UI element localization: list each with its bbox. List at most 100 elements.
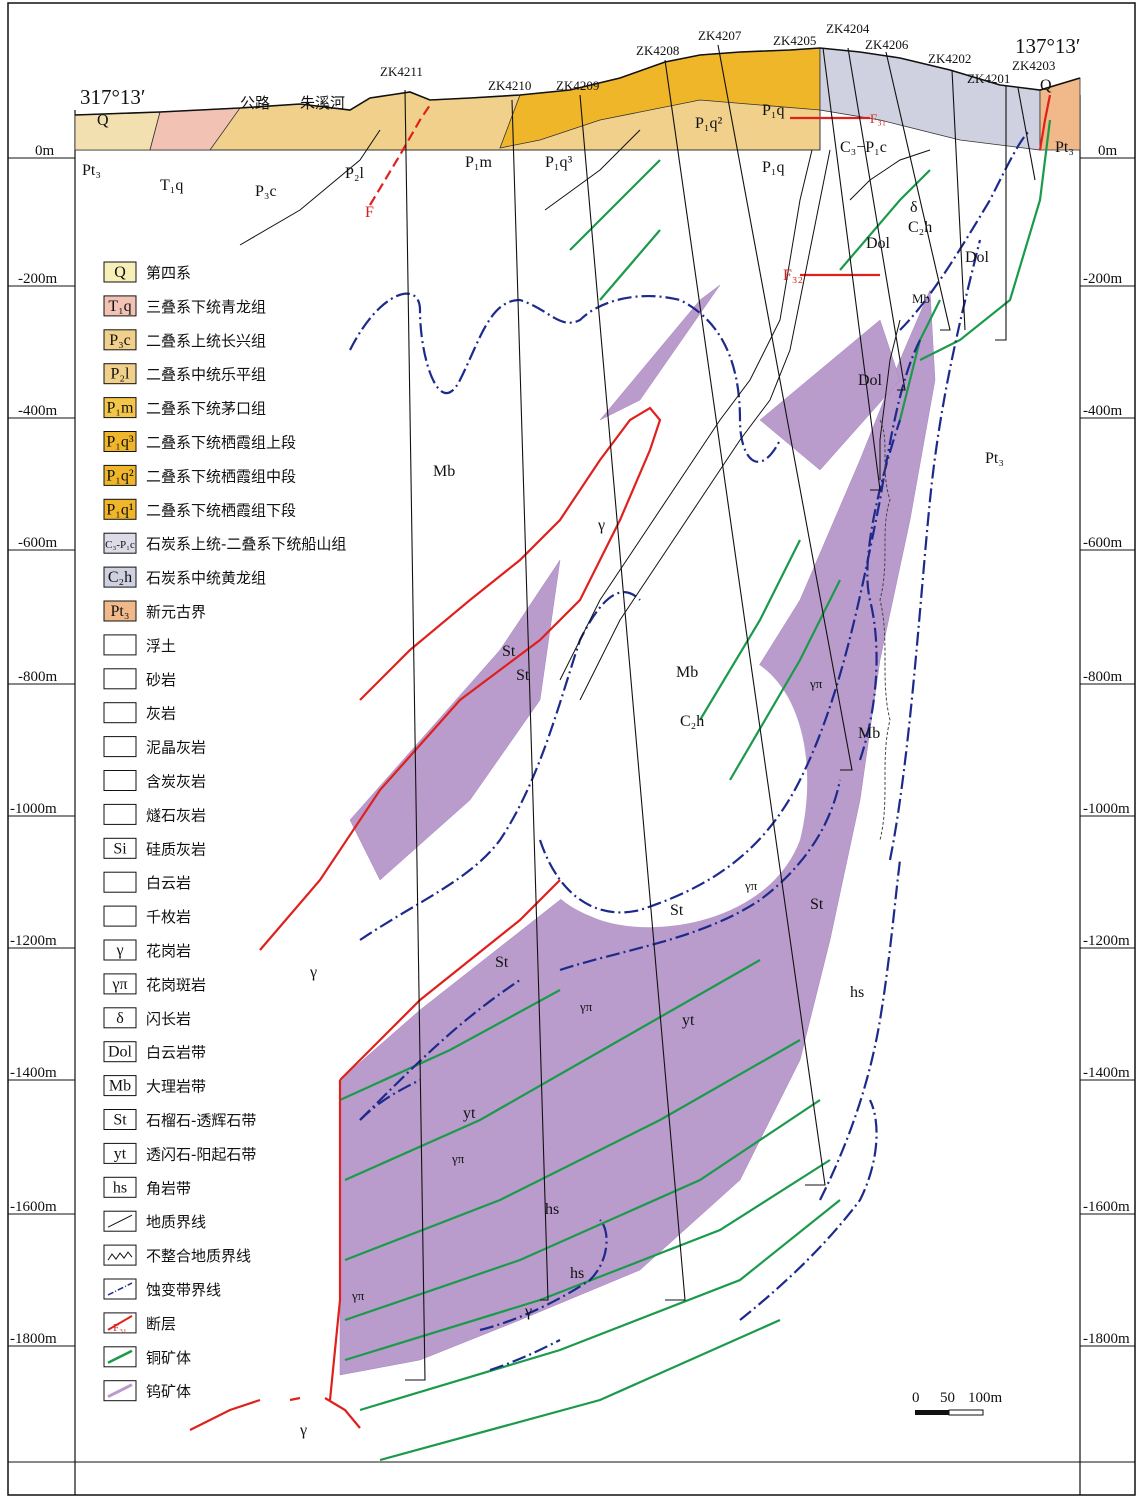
legend-label: 新元古界 bbox=[146, 603, 206, 621]
granite-base-contact bbox=[189, 1396, 361, 1431]
zone-label: Dol bbox=[965, 249, 990, 266]
legend-alteration-mark bbox=[107, 1282, 133, 1296]
scale-label: 50 bbox=[940, 1390, 955, 1406]
drill-hole-label: ZK4203 bbox=[1012, 58, 1055, 73]
legend-swatch bbox=[103, 770, 137, 791]
depth-label-left: 0m bbox=[35, 143, 55, 159]
pt3-left-band bbox=[74, 111, 161, 151]
boundary-line bbox=[239, 129, 381, 246]
granite-upper-contact bbox=[259, 406, 662, 951]
depth-label-right: -200m bbox=[1083, 271, 1122, 287]
drill-hole-zk4202-trace bbox=[951, 69, 966, 331]
strata-label: P₁q bbox=[762, 159, 784, 176]
legend-code: δ bbox=[116, 1010, 124, 1027]
legend-label: 花岗岩 bbox=[146, 942, 191, 960]
scale-label: 0 bbox=[912, 1390, 920, 1406]
legend-code: Mb bbox=[109, 1078, 131, 1095]
legend-fault-mark bbox=[107, 1315, 133, 1331]
strata-label: P₁q bbox=[762, 102, 784, 119]
zone-label: St bbox=[670, 902, 684, 919]
zone-label: Mb bbox=[858, 725, 880, 742]
legend-code: Q bbox=[114, 264, 126, 281]
legend-code: P₁q² bbox=[106, 467, 133, 484]
granite-lower-contact bbox=[339, 879, 561, 1081]
strata-labels: Pt₃ T₁q P₃c P₂l P₁m P₁q³ P₁q² P₁q P₁q C₃… bbox=[82, 102, 1074, 200]
legend-code: yt bbox=[114, 1145, 127, 1162]
scale-bar: 0 50 100m bbox=[912, 1390, 1003, 1416]
depth-label-right: -1000m bbox=[1083, 801, 1130, 817]
legend-label: 二叠系上统长兴组 bbox=[146, 332, 266, 350]
fault-label-f32: F₃₂ bbox=[783, 267, 803, 284]
fault-east-contact bbox=[1038, 94, 1052, 151]
legend-label: 砂岩 bbox=[146, 671, 176, 689]
alteration-boundary-lower-central bbox=[559, 779, 842, 972]
legend-label: 钨矿体 bbox=[146, 1383, 191, 1401]
drill-hole-zk4209-trace bbox=[579, 94, 686, 1301]
scale-label: 100m bbox=[968, 1390, 1003, 1406]
zone-label: Dol bbox=[858, 372, 883, 389]
strata-label: P₂l bbox=[345, 165, 364, 182]
zone-label: γ bbox=[309, 964, 317, 981]
legend-swatch bbox=[103, 1041, 137, 1063]
drill-hole-label: ZK4204 bbox=[826, 21, 870, 36]
legend-label: 闪长岩 bbox=[146, 1010, 191, 1028]
zone-label: γ bbox=[597, 517, 605, 534]
legend-code: T₁q bbox=[108, 298, 131, 315]
surface-strata bbox=[74, 47, 1081, 151]
drill-hole-zk4206-trace bbox=[885, 51, 951, 331]
strata-label: P₁q³ bbox=[545, 154, 572, 171]
legend-label: 浮土 bbox=[146, 637, 176, 655]
legend-label: 石炭系上统-二叠系下统船山组 bbox=[146, 535, 346, 553]
legend-swatch bbox=[103, 837, 137, 859]
alteration-boundary-outer bbox=[888, 239, 982, 861]
alteration-boundary-west bbox=[359, 591, 641, 941]
zone-label: Mb bbox=[433, 463, 455, 480]
legend-swatch bbox=[103, 634, 137, 656]
coord-left: 317°13′ bbox=[80, 85, 146, 109]
legend-label: 燧石灰岩 bbox=[146, 806, 206, 824]
copper-streak bbox=[379, 1318, 781, 1462]
drill-hole-zk4210-trace bbox=[511, 99, 549, 1301]
drill-hole-label: ZK4205 bbox=[773, 33, 816, 48]
depth-label-right: -400m bbox=[1083, 403, 1122, 419]
depth-label-left: -600m bbox=[18, 535, 57, 551]
legend-label: 二叠系下统茅口组 bbox=[146, 400, 266, 418]
copper-streak bbox=[699, 539, 801, 721]
depth-label-left: -1400m bbox=[10, 1065, 57, 1081]
alteration-boundary-upper-east bbox=[899, 129, 1031, 331]
drill-hole-label: ZK4207 bbox=[698, 28, 742, 43]
legend-swatch bbox=[103, 261, 137, 283]
q-right-label: Q bbox=[1040, 77, 1052, 94]
depth-label-right: 0m bbox=[1098, 143, 1118, 159]
legend-code: P₃c bbox=[109, 332, 131, 349]
legend-swatch bbox=[103, 973, 137, 995]
depth-label-left: -1800m bbox=[10, 1331, 57, 1347]
legend-swatch bbox=[103, 871, 137, 893]
legend: Q 第四系 T₁q 三叠系下统青龙组 P₃c 二叠系上统长兴组 P₂l 二叠系中统乐平组 P₁m… bbox=[103, 261, 346, 1402]
legend-label: 断层 bbox=[146, 1315, 176, 1333]
legend-boundary-mark bbox=[107, 1214, 133, 1228]
legend-label: 二叠系下统栖霞组上段 bbox=[146, 434, 296, 452]
granite-west-contact bbox=[328, 1080, 342, 1401]
q-left-label: Q bbox=[97, 112, 109, 129]
copper-streak bbox=[729, 579, 841, 781]
depth-label-right: -600m bbox=[1083, 535, 1122, 551]
strata-label: P₃c bbox=[255, 183, 277, 200]
depth-label-right: -1400m bbox=[1083, 1065, 1130, 1081]
legend-label: 白云岩带 bbox=[146, 1044, 206, 1062]
zone-label: yt bbox=[463, 1105, 476, 1122]
scale-segment-light bbox=[948, 1409, 984, 1416]
zone-label: hs bbox=[850, 984, 864, 1001]
river-label: 朱溪河 bbox=[300, 94, 345, 112]
legend-swatch bbox=[103, 363, 137, 385]
alteration-fold-upper bbox=[349, 292, 781, 463]
depth-label-right: -800m bbox=[1083, 669, 1122, 685]
outer-frame bbox=[7, 2, 1136, 1496]
boundary-line bbox=[879, 319, 901, 480]
depth-label-left: -400m bbox=[18, 403, 57, 419]
strata-label: T₁q bbox=[160, 177, 183, 194]
depth-label-left: -1000m bbox=[10, 801, 57, 817]
tungsten-upper-right-body bbox=[759, 319, 901, 471]
legend-code: F₃₁ bbox=[113, 1322, 127, 1334]
